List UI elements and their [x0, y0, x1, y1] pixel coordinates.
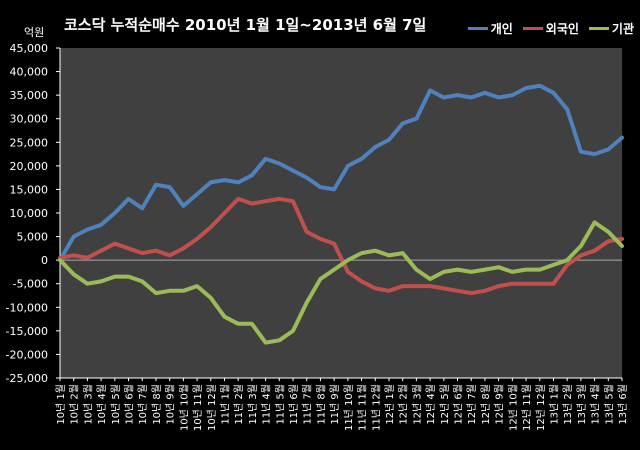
x-tick-label: 12년 6월 — [453, 384, 465, 425]
y-tick-label: -25,000 — [6, 372, 48, 385]
x-tick-label: 12년 2월 — [398, 384, 410, 425]
x-tick-label: 10년 5월 — [110, 384, 122, 425]
x-tick-label: 10년 2월 — [69, 384, 81, 425]
x-tick-label: 11년 3월 — [247, 384, 259, 425]
x-tick-label: 11년 9월 — [329, 384, 341, 425]
x-tick-label: 11년 12월 — [370, 384, 382, 431]
y-tick-label: 45,000 — [10, 42, 49, 55]
legend-label-foreign: 외국인 — [545, 22, 579, 36]
x-tick-label: 12년 8월 — [480, 384, 492, 425]
y-tick-label: 15,000 — [10, 183, 49, 196]
y-tick-label: 35,000 — [10, 89, 49, 102]
legend-item-individual: 개인 — [467, 20, 513, 37]
series-line-institution — [58, 220, 624, 345]
legend-item-institution: 기관 — [588, 20, 634, 37]
legend-label-individual: 개인 — [490, 22, 513, 36]
y-tick-label: 10,000 — [10, 207, 49, 220]
y-axis-unit-label: 억원 — [24, 26, 45, 39]
plot-area — [60, 48, 622, 378]
x-tick-label: 11년 4월 — [261, 384, 273, 425]
legend: 개인 외국인 기관 — [467, 20, 634, 37]
x-tick-label: 13년 4월 — [590, 384, 602, 425]
y-tick-label: 40,000 — [10, 66, 49, 79]
y-tick-label: 20,000 — [10, 160, 49, 173]
x-tick-label: 12년 5월 — [439, 384, 451, 425]
x-tick-label: 13년 1월 — [548, 384, 560, 425]
x-tick-label: 11년 1월 — [219, 384, 231, 425]
x-tick-label: 11년 10월 — [343, 384, 355, 431]
legend-swatch-foreign — [522, 27, 543, 30]
x-tick-label: 11년 11월 — [357, 384, 369, 431]
x-tick-label: 12년 4월 — [425, 384, 437, 425]
x-tick-label: 11년 5월 — [274, 384, 286, 425]
x-tick-label: 10년 4월 — [96, 384, 108, 425]
x-tick-label: 11년 6월 — [288, 384, 300, 425]
y-tick-label: 5,000 — [17, 231, 49, 244]
series-line-individual — [58, 83, 624, 263]
x-tick-label: 12년 11월 — [521, 384, 533, 431]
x-tick-label: 12년 7월 — [466, 384, 478, 425]
y-tick-label: -5,000 — [13, 278, 48, 291]
x-tick-label: 12년 1월 — [384, 384, 396, 425]
y-tick-label: -10,000 — [6, 301, 48, 314]
y-tick-label: 25,000 — [10, 136, 49, 149]
x-tick-label: 13년 2월 — [562, 384, 574, 425]
x-tick-label: 12년 12월 — [535, 384, 547, 431]
x-tick-label: 13년 5월 — [603, 384, 615, 425]
chart-title: 코스닥 누적순매수 2010년 1월 1일~2013년 6월 7일 — [64, 16, 427, 34]
y-tick-label: 0 — [41, 254, 48, 267]
x-tick-label: 12년 10월 — [507, 384, 519, 431]
x-tick-label: 12년 9월 — [494, 384, 506, 425]
x-tick-label: 13년 3월 — [576, 384, 588, 425]
x-tick-label: 11년 2월 — [233, 384, 245, 425]
x-tick-label: 12년 3월 — [411, 384, 423, 425]
x-tick-label: 10년 6월 — [124, 384, 136, 425]
x-tick-label: 10년 9월 — [165, 384, 177, 425]
x-tick-label: 10년 3월 — [82, 384, 94, 425]
legend-item-foreign: 외국인 — [522, 20, 579, 37]
series-line-foreign — [58, 196, 624, 296]
x-tick-label: 11년 8월 — [315, 384, 327, 425]
x-tick-label: 10년 11월 — [192, 384, 204, 431]
x-tick-label: 10년 8월 — [151, 384, 163, 425]
x-tick-label: 10년 12월 — [206, 384, 218, 431]
x-tick-label: 10년 1월 — [55, 384, 67, 425]
x-tick-label: 10년 7월 — [137, 384, 149, 425]
x-tick-label: 11년 7월 — [302, 384, 314, 425]
x-tick-label: 10년 10월 — [178, 384, 190, 431]
y-tick-label: -20,000 — [6, 348, 48, 361]
legend-swatch-individual — [467, 27, 488, 30]
y-tick-label: -15,000 — [6, 325, 48, 338]
y-tick-label: 30,000 — [10, 113, 49, 126]
legend-swatch-institution — [588, 27, 609, 30]
legend-label-institution: 기관 — [611, 22, 634, 36]
x-tick-label: 13년 6월 — [617, 384, 629, 425]
